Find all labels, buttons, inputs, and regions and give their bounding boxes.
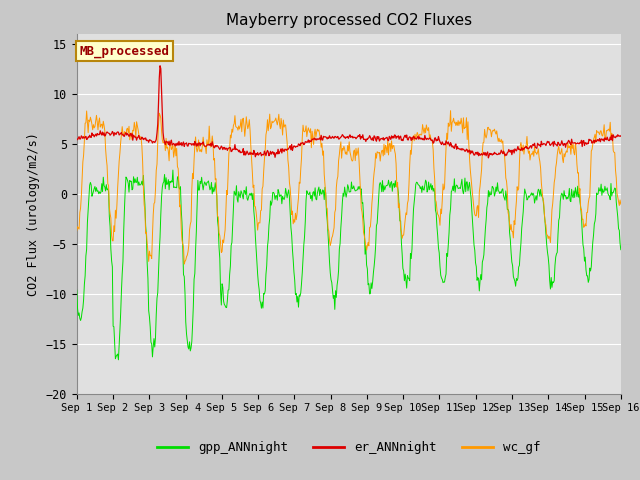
- Title: Mayberry processed CO2 Fluxes: Mayberry processed CO2 Fluxes: [226, 13, 472, 28]
- Text: MB_processed: MB_processed: [79, 44, 170, 58]
- Y-axis label: CO2 Flux (urology/m2/s): CO2 Flux (urology/m2/s): [27, 132, 40, 296]
- Legend: gpp_ANNnight, er_ANNnight, wc_gf: gpp_ANNnight, er_ANNnight, wc_gf: [152, 436, 546, 459]
